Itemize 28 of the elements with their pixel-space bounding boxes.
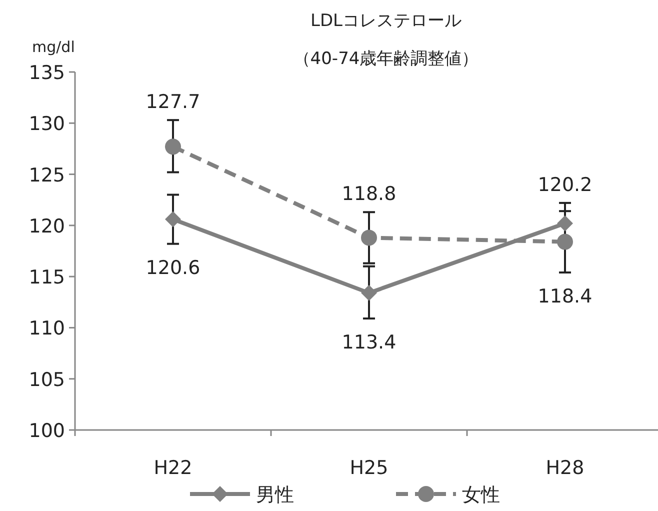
data-label: 118.4: [538, 285, 592, 308]
data-label: 113.4: [342, 332, 396, 354]
y-tick-label: 130: [28, 113, 65, 136]
data-label: 120.2: [538, 174, 592, 196]
point: [361, 284, 377, 301]
y-tick-label: 120: [28, 215, 65, 238]
x-tick-label: H22: [154, 457, 192, 479]
point: [557, 215, 573, 232]
y-tick-label: 105: [28, 368, 65, 391]
point: [165, 211, 181, 228]
data-label: 127.7: [146, 91, 200, 114]
point: [557, 234, 573, 250]
chart-title: LDLコレステロール: [310, 11, 462, 31]
y-tick-label: 100: [28, 420, 65, 442]
x-tick-label: H28: [546, 457, 584, 479]
point: [165, 138, 181, 155]
y-axis-title: mg/dl: [32, 38, 75, 56]
y-tick-label: 110: [28, 318, 65, 340]
data-label: 120.6: [146, 256, 200, 279]
y-tick-label: 135: [28, 62, 65, 84]
legend-label: 男性: [256, 484, 294, 506]
data-label: 118.8: [342, 183, 396, 206]
y-tick-label: 115: [28, 266, 65, 289]
point: [361, 230, 377, 246]
legend-label: 女性: [462, 484, 500, 506]
y-tick-label: 125: [28, 164, 65, 186]
chart-subtitle: （40-74歳年齢調整値）: [293, 49, 479, 69]
x-tick-label: H25: [350, 457, 388, 479]
